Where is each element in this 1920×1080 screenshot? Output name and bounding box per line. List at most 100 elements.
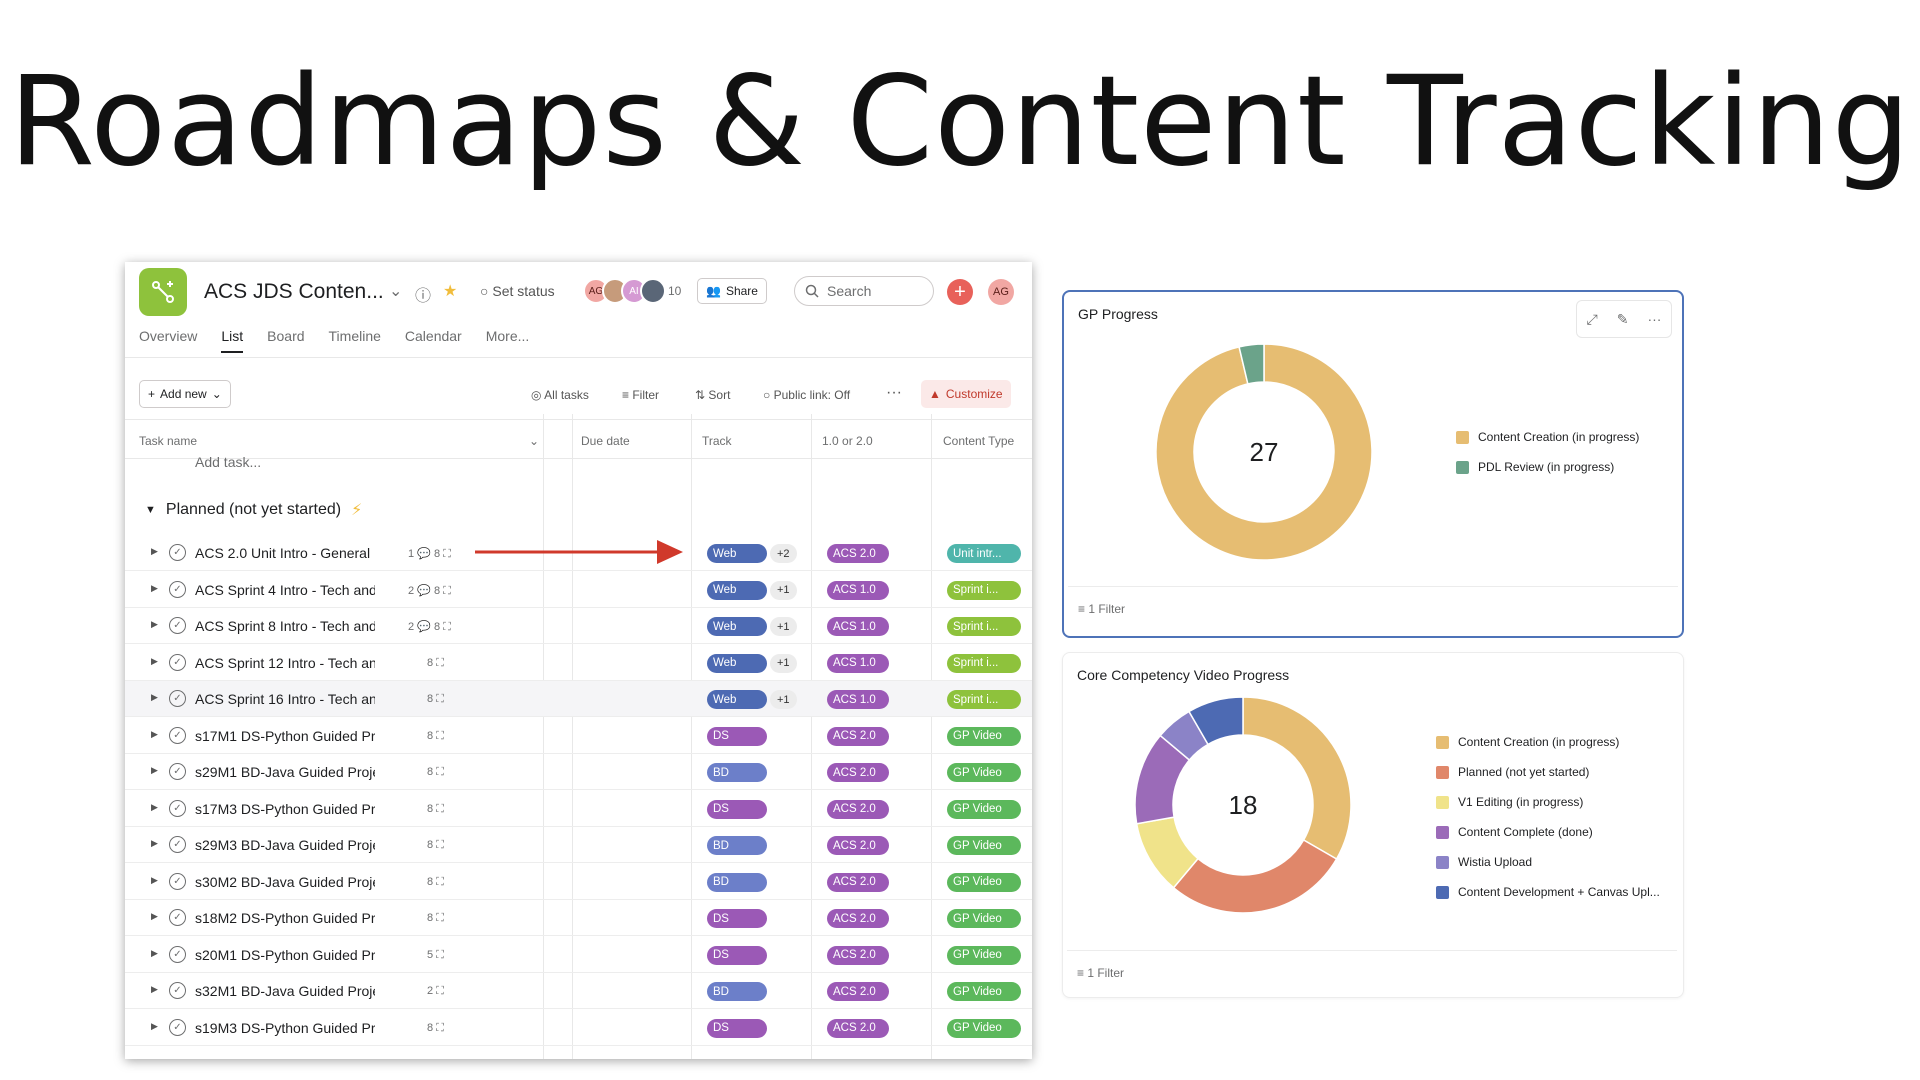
table-row[interactable]: ▶ ✓ s17M1 DS-Python Guided Project 8 ⛶ DS ACS… — [125, 718, 1032, 754]
task-name[interactable]: ACS Sprint 4 Intro - Tech and — [195, 581, 375, 598]
complete-checkbox[interactable]: ✓ — [169, 580, 186, 598]
gp-progress-card[interactable]: GP Progress ⤢ ✎ ··· 27 Content Creation … — [1062, 290, 1684, 638]
content-type-tag[interactable]: GP Video — [947, 1018, 1021, 1038]
caret-right-icon[interactable]: ▶ — [151, 546, 158, 556]
version-tag[interactable]: ACS 2.0 — [827, 945, 889, 965]
content-type-tag[interactable]: GP Video — [947, 872, 1021, 892]
complete-checkbox[interactable]: ✓ — [169, 763, 186, 780]
version-tag[interactable]: ACS 2.0 — [827, 836, 889, 855]
track-tag[interactable]: DS — [707, 726, 767, 746]
caret-right-icon[interactable]: ▶ — [151, 947, 158, 958]
legend-item[interactable]: Planned (not yet started) — [1436, 765, 1660, 779]
add-task-input[interactable]: Add task... — [195, 454, 262, 470]
chevron-down-icon[interactable]: ⌄ — [389, 283, 403, 300]
more-options-icon[interactable]: ··· — [1647, 311, 1662, 327]
filter-button[interactable]: ≡ 1 Filter — [1078, 602, 1126, 616]
content-type-tag[interactable]: GP Video — [947, 726, 1021, 746]
expand-icon[interactable]: ⤢ — [1586, 310, 1598, 327]
track-tag[interactable]: Web — [707, 690, 767, 709]
caret-right-icon[interactable]: ▶ — [151, 655, 158, 666]
info-icon[interactable]: ⓘ — [415, 288, 432, 305]
version-tag[interactable]: ACS 2.0 — [827, 726, 889, 746]
version-tag[interactable]: ACS 1.0 — [827, 617, 889, 636]
public-link-button[interactable]: ○ Public link: Off — [763, 388, 851, 402]
column-header-content-type[interactable]: Content Type — [943, 434, 1015, 448]
task-name[interactable]: s32M1 BD-Java Guided Project — [195, 983, 375, 999]
member-avatars[interactable]: AG AI — [583, 278, 666, 304]
table-row[interactable]: ▶ ✓ ACS 2.0 Unit Intro - General 1 💬 8 ⛶ Web… — [125, 535, 1032, 571]
track-tag[interactable]: Web — [707, 544, 767, 563]
complete-checkbox[interactable]: ✓ — [169, 1018, 186, 1036]
complete-checkbox[interactable]: ✓ — [169, 617, 186, 634]
complete-checkbox[interactable]: ✓ — [169, 909, 186, 926]
extra-tags-badge[interactable]: +1 — [770, 617, 797, 636]
legend-item[interactable]: V1 Editing (in progress) — [1436, 795, 1660, 809]
track-tag[interactable]: BD — [707, 872, 767, 892]
legend-item[interactable]: PDL Review (in progress) — [1456, 460, 1639, 474]
version-tag[interactable]: ACS 2.0 — [827, 544, 889, 563]
caret-right-icon[interactable]: ▶ — [151, 874, 158, 885]
complete-checkbox[interactable]: ✓ — [169, 836, 186, 853]
content-type-tag[interactable]: GP Video — [947, 763, 1021, 782]
caret-right-icon[interactable]: ▶ — [151, 838, 158, 848]
task-name[interactable]: s19M3 DS-Python Guided Project — [195, 1019, 375, 1036]
caret-right-icon[interactable]: ▶ — [151, 765, 158, 775]
project-icon[interactable] — [139, 268, 187, 316]
caret-right-icon[interactable]: ▶ — [151, 692, 158, 702]
tab-timeline[interactable]: Timeline — [328, 328, 381, 344]
column-header-track[interactable]: Track — [702, 434, 732, 448]
task-name[interactable]: s18M2 DS-Python Guided Project — [195, 910, 375, 926]
track-tag[interactable]: Web — [707, 653, 767, 673]
task-name[interactable]: ACS Sprint 16 Intro - Tech and Career — [195, 691, 375, 707]
edit-icon[interactable]: ✎ — [1616, 310, 1629, 327]
legend-item[interactable]: Content Complete (done) — [1436, 825, 1660, 839]
share-button[interactable]: 👥 Share — [697, 278, 767, 304]
complete-checkbox[interactable]: ✓ — [169, 726, 186, 744]
tab-list[interactable]: List — [221, 328, 244, 353]
task-name[interactable]: ACS 2.0 Unit Intro - General — [195, 545, 371, 561]
version-tag[interactable]: ACS 1.0 — [827, 580, 889, 600]
section-header[interactable]: ▼ Planned (not yet started) ⚡ — [145, 501, 363, 519]
version-tag[interactable]: ACS 2.0 — [827, 763, 889, 782]
track-tag[interactable]: BD — [707, 982, 767, 1001]
table-row[interactable]: ▶ ✓ s32M1 BD-Java Guided Project 2 ⛶ BD ACS 2… — [125, 973, 1032, 1009]
core-competency-card[interactable]: Core Competency Video Progress 18 Conten… — [1062, 652, 1684, 998]
complete-checkbox[interactable]: ✓ — [169, 653, 186, 671]
complete-checkbox[interactable]: ✓ — [169, 544, 186, 561]
table-row[interactable]: ▶ ✓ ACS Sprint 16 Intro - Tech and Career 8… — [125, 681, 1032, 717]
table-row[interactable]: ▶ ✓ s29M1 BD-Java Guided Project 8 ⛶ BD ACS 2… — [125, 754, 1032, 790]
task-name[interactable]: s30M2 BD-Java Guided Project — [195, 873, 375, 890]
extra-tags-badge[interactable]: +1 — [770, 653, 797, 673]
content-type-tag[interactable]: GP Video — [947, 836, 1021, 855]
caret-right-icon[interactable]: ▶ — [151, 728, 158, 739]
content-type-tag[interactable]: GP Video — [947, 909, 1021, 928]
donut-slice[interactable] — [1172, 838, 1338, 914]
star-icon[interactable]: ★ — [443, 283, 458, 300]
track-tag[interactable]: BD — [707, 763, 767, 782]
task-name[interactable]: ACS Sprint 8 Intro - Tech and — [195, 618, 375, 634]
tab-more[interactable]: More... — [485, 328, 530, 344]
track-tag[interactable]: DS — [707, 1018, 767, 1038]
caret-right-icon[interactable]: ▶ — [151, 582, 158, 593]
content-type-tag[interactable]: GP Video — [947, 799, 1021, 819]
customize-button[interactable]: ▲ Customize — [921, 380, 1011, 408]
version-tag[interactable]: ACS 1.0 — [827, 653, 889, 673]
sort-button[interactable]: ⇅ Sort — [695, 388, 731, 402]
legend-item[interactable]: Content Development + Canvas Upl... — [1436, 885, 1660, 899]
table-row[interactable]: ▶ ✓ s18M2 DS-Python Guided Project 8 ⛶ DS ACS… — [125, 900, 1032, 936]
donut-slice[interactable] — [1242, 696, 1352, 861]
content-type-tag[interactable]: Unit intr... — [947, 544, 1021, 563]
table-row[interactable]: ▶ ✓ s17M3 DS-Python Guided Project 8 ⛶ DS ACS… — [125, 791, 1032, 827]
column-header-task-name[interactable]: Task name ⌄ — [139, 434, 539, 448]
tab-board[interactable]: Board — [267, 328, 305, 344]
set-status-button[interactable]: ○ Set status — [480, 283, 555, 299]
content-type-tag[interactable]: GP Video — [947, 982, 1021, 1001]
caret-right-icon[interactable]: ▶ — [151, 984, 158, 994]
caret-right-icon[interactable]: ▶ — [151, 1020, 158, 1031]
track-tag[interactable]: Web — [707, 580, 767, 600]
task-name[interactable]: s29M3 BD-Java Guided Project — [195, 837, 375, 853]
search-input[interactable]: Search — [794, 276, 934, 306]
donut-slice[interactable] — [1155, 343, 1373, 561]
donut-slice[interactable] — [1187, 696, 1244, 746]
caret-right-icon[interactable]: ▶ — [151, 911, 158, 921]
